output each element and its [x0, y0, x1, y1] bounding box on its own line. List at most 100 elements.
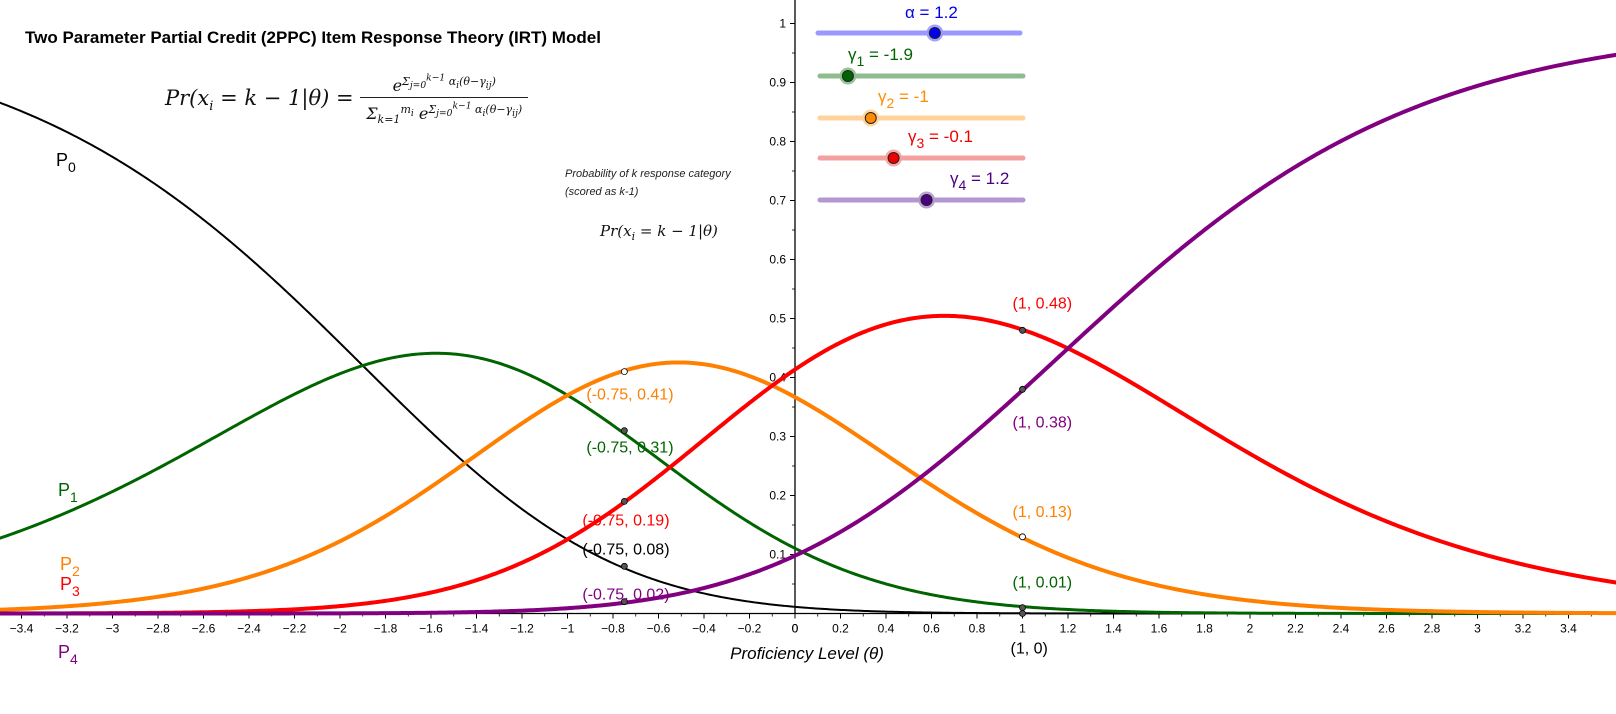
x-tick-label: −1.4 — [465, 622, 489, 636]
slider-knob[interactable] — [864, 112, 877, 124]
point-label-p2: (1, 0.13) — [1013, 504, 1073, 521]
x-tick-label: −1.6 — [419, 622, 443, 636]
x-axis-label: Proficiency Level (θ) — [730, 644, 884, 663]
description-line-2: (scored as k-1) — [565, 186, 639, 198]
series-label-p3: P3 — [60, 574, 80, 599]
x-tick-label: −0.8 — [601, 622, 625, 636]
x-tick-label: 0.2 — [832, 622, 849, 636]
slider-gamma1[interactable]: γ1 = -1.9 — [817, 45, 1026, 85]
x-tick-label: 1.8 — [1196, 622, 1213, 636]
curve-p4 — [0, 52, 1616, 616]
formula-numerator: eΣj=0k−1 αi(θ−γij) — [360, 72, 529, 98]
point-p1 — [1019, 604, 1026, 611]
slider-label: γ3 = -0.1 — [908, 127, 973, 151]
x-tick-label: −1 — [561, 622, 575, 636]
page-title: Two Parameter Partial Credit (2PPC) Item… — [25, 28, 601, 47]
point-label-p2: (-0.75, 0.41) — [586, 387, 673, 404]
slider-alpha[interactable]: α = 1.2 — [815, 3, 1023, 42]
x-tick-label: 2.4 — [1333, 622, 1350, 636]
description-line-1: Probability of k response category — [565, 168, 731, 180]
point-p0 — [620, 562, 628, 570]
series-label-p4: P4 — [58, 642, 78, 667]
x-tick-label: −1.2 — [510, 622, 534, 636]
point-label-p1: (-0.75, 0.31) — [586, 440, 673, 457]
x-tick-label: −3 — [106, 622, 120, 636]
slider-gamma2[interactable]: γ2 = -1 — [817, 87, 1026, 127]
x-tick-label: 0.6 — [923, 622, 940, 636]
y-tick-label: 0.6 — [769, 253, 786, 267]
x-tick-label: −2.6 — [192, 622, 216, 636]
slider-knob[interactable] — [841, 70, 854, 82]
slider-knob[interactable] — [928, 27, 941, 39]
x-tick-label-zero: 0 — [792, 622, 799, 636]
point-p1 — [620, 427, 628, 435]
chart-curves — [0, 52, 1616, 616]
y-tick-label: 0.5 — [769, 312, 786, 326]
x-tick-label: 2.6 — [1378, 622, 1395, 636]
x-tick-label: −0.6 — [647, 622, 671, 636]
curve-p3 — [0, 313, 1616, 616]
x-tick-label: 3 — [1474, 622, 1481, 636]
x-tick-label: 2 — [1247, 622, 1254, 636]
point-p2 — [1019, 533, 1026, 541]
y-tick-label: 0.8 — [769, 135, 786, 149]
point-label-p3: (1, 0.48) — [1013, 295, 1073, 312]
y-tick-label: 0.4 — [769, 371, 786, 385]
point-label-p1: (1, 0.01) — [1013, 575, 1073, 592]
slider-label: γ4 = 1.2 — [950, 169, 1009, 193]
chart-axes: −3.4 −3.2 −3 −2.8 −2.6 −2.4 −2.2 −2 −1.8 −1.6 −1.4… — [0, 0, 1616, 663]
y-tick-label: 0.2 — [769, 489, 786, 503]
point-label-p3: (-0.75, 0.19) — [582, 512, 669, 529]
slider-gamma3[interactable]: γ3 = -0.1 — [817, 127, 1026, 167]
x-tick-label: −3.2 — [55, 622, 79, 636]
parameter-sliders[interactable]: α = 1.2 γ1 = -1.9 γ2 = -1 γ3 = -0.1 γ4 = 1.2 — [815, 3, 1026, 209]
slider-label: α = 1.2 — [905, 3, 958, 22]
slider-gamma4[interactable]: γ4 = 1.2 — [817, 169, 1026, 209]
point-label-p4: (-0.75, 0.02) — [582, 587, 669, 604]
x-tick-label: 3.2 — [1515, 622, 1532, 636]
x-tick-label: −2 — [333, 622, 347, 636]
y-tick-label: 0.9 — [769, 76, 786, 90]
curve-p0 — [0, 101, 1616, 615]
probability-formula-small: Pr(xi = k − 1|θ) — [600, 222, 718, 243]
x-tick-label: 3.4 — [1560, 622, 1577, 636]
point-p2 — [620, 368, 628, 376]
y-tick-label: 0.3 — [769, 430, 786, 444]
x-tick-label: 2.8 — [1424, 622, 1441, 636]
point-p4 — [620, 598, 628, 606]
series-label-p1: P1 — [58, 480, 78, 505]
point-p3 — [1019, 326, 1026, 334]
x-tick-label: 1.4 — [1105, 622, 1122, 636]
point-p0 — [1019, 610, 1026, 617]
x-tick-label: −2.2 — [283, 622, 307, 636]
x-tick-label: 1.6 — [1151, 622, 1168, 636]
slider-knob[interactable] — [920, 194, 933, 206]
point-label-p0: (-0.75, 0.08) — [582, 541, 669, 558]
point-label-p0: (1, 0) — [1011, 641, 1048, 658]
x-tick-label: 1.2 — [1060, 622, 1077, 636]
point-p3 — [620, 497, 628, 505]
formula-denominator: Σk=1mi eΣj=0k−1 αi(θ−γij) — [366, 99, 523, 127]
x-tick-label: 1 — [1019, 622, 1026, 636]
curve-p2 — [0, 360, 1616, 616]
y-tick-label: 0.1 — [769, 548, 786, 562]
formula-fraction: eΣj=0k−1 αi(θ−γij) Σk=1mi eΣj=0k−1 αi(θ−… — [360, 72, 529, 127]
slider-label: γ2 = -1 — [878, 87, 929, 111]
x-tick-label: −1.8 — [374, 622, 398, 636]
x-tick-label: −0.4 — [692, 622, 716, 636]
x-tick-label: −0.2 — [738, 622, 762, 636]
slider-knob[interactable] — [887, 152, 900, 164]
x-tick-label: 0 — [792, 622, 799, 636]
x-tick-label: −2.4 — [237, 622, 261, 636]
slider-label: γ1 = -1.9 — [848, 45, 913, 69]
x-tick-label: 2.2 — [1287, 622, 1304, 636]
formula-lhs: Pr(xi = k − 1|θ) = — [165, 85, 361, 114]
series-label-p2: P2 — [60, 554, 80, 579]
y-tick-label: 0.7 — [769, 194, 786, 208]
x-tick-label: 0.4 — [878, 622, 895, 636]
x-tick-label: 0.8 — [969, 622, 986, 636]
probability-formula: Pr(xi = k − 1|θ) = eΣj=0k−1 αi(θ−γij) Σk… — [165, 72, 529, 127]
probability-description: Probability of k response category (scor… — [565, 165, 731, 201]
